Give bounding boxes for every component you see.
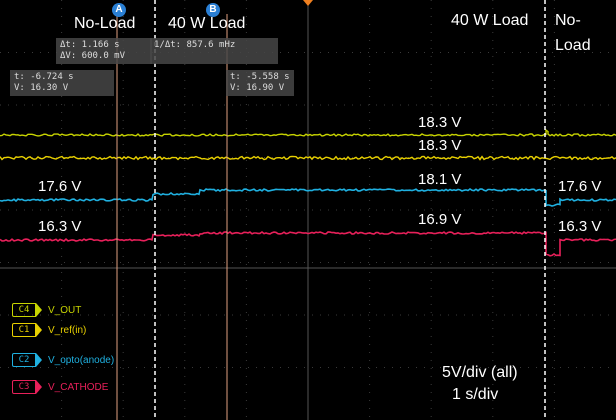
annotation-40w-load-right: 40 W Load <box>451 12 528 30</box>
annotation-no-load-right-1: No- <box>555 12 581 30</box>
channel-tag-c4: C4 <box>12 303 36 317</box>
channel-name-c2: V_opto(anode) <box>48 355 114 366</box>
channel-tag-c3: C3 <box>12 380 36 394</box>
legend-item-c4[interactable]: C4 V_OUT <box>12 303 81 317</box>
label-cathode-noload-right: 16.3 V <box>558 218 601 235</box>
horizontal-scale-label: 1 s/div <box>452 386 498 404</box>
cursor-a-time: t: -6.724 s <box>14 72 110 83</box>
cursor-a-readout: t: -6.724 s V: 16.30 V <box>10 70 114 96</box>
channel-name-c3: V_CATHODE <box>48 382 108 393</box>
cursor-b-readout: t: -5.558 s V: 16.90 V <box>226 70 294 96</box>
cursor-b-volt: V: 16.90 V <box>230 83 290 94</box>
label-opto-noload-left: 17.6 V <box>38 178 81 195</box>
annotation-40w-load-center: 40 W Load <box>168 15 245 33</box>
trigger-marker <box>303 0 313 6</box>
legend-item-c2[interactable]: C2 V_opto(anode) <box>12 353 114 367</box>
label-vout-40w: 18.3 V <box>418 114 461 131</box>
label-cathode-40w: 16.9 V <box>418 211 461 228</box>
cursor-a-volt: V: 16.30 V <box>14 83 110 94</box>
cursor-b-time: t: -5.558 s <box>230 72 290 83</box>
channel-name-c1: V_ref(in) <box>48 325 86 336</box>
inverse-delta-t-readout: 1/Δt: 857.6 mHz <box>150 38 278 64</box>
legend-item-c1[interactable]: C1 V_ref(in) <box>12 323 86 337</box>
label-opto-noload-right: 17.6 V <box>558 178 601 195</box>
legend-item-c3[interactable]: C3 V_CATHODE <box>12 380 108 394</box>
delta-v-readout: ΔV: 600.0 mV <box>60 51 148 62</box>
label-opto-40w: 18.1 V <box>418 171 461 188</box>
vertical-scale-label: 5V/div (all) <box>442 364 518 382</box>
channel-name-c4: V_OUT <box>48 305 81 316</box>
label-cathode-noload-left: 16.3 V <box>38 218 81 235</box>
delta-t-readout: Δt: 1.166 s <box>60 40 148 51</box>
channel-tag-c1: C1 <box>12 323 36 337</box>
annotation-no-load-left: No-Load <box>74 15 135 33</box>
label-vref-40w: 18.3 V <box>418 137 461 154</box>
inv-delta-t-text: 1/Δt: 857.6 mHz <box>154 40 274 51</box>
channel-tag-c2: C2 <box>12 353 36 367</box>
delta-readout: Δt: 1.166 s ΔV: 600.0 mV <box>56 38 152 64</box>
annotation-no-load-right-2: Load <box>555 37 591 55</box>
